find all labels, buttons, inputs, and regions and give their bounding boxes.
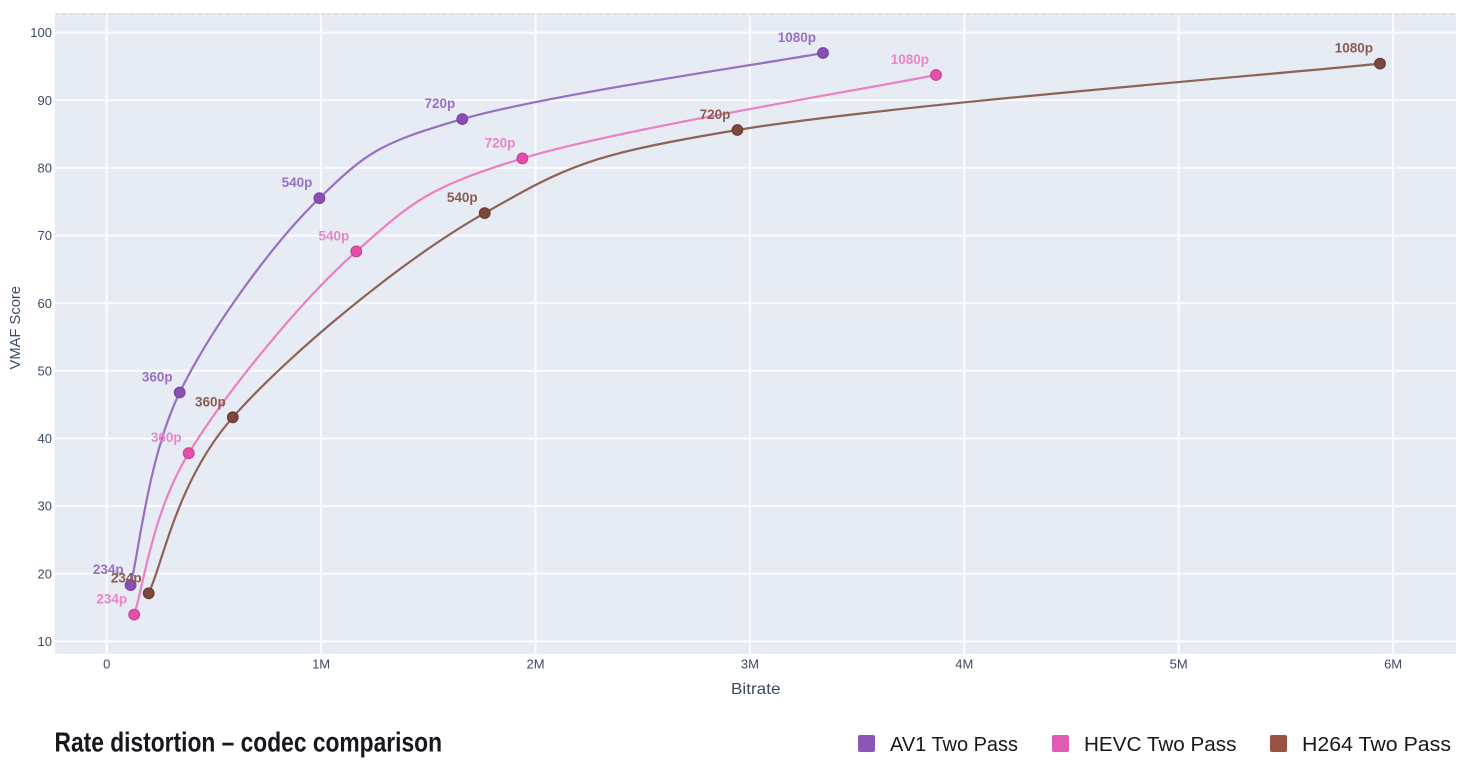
svg-text:540p: 540p [447, 190, 478, 205]
svg-text:1M: 1M [312, 656, 330, 671]
svg-text:Rate distortion – codec compar: Rate distortion – codec comparison [55, 727, 443, 758]
svg-text:H264 Two Pass: H264 Two Pass [1302, 733, 1451, 756]
svg-text:360p: 360p [151, 430, 182, 445]
svg-text:10: 10 [38, 634, 52, 649]
svg-text:1080p: 1080p [891, 52, 929, 67]
svg-text:2M: 2M [526, 656, 544, 671]
svg-text:60: 60 [38, 296, 52, 311]
svg-text:6M: 6M [1384, 656, 1402, 671]
svg-text:720p: 720p [700, 107, 731, 122]
svg-text:30: 30 [38, 499, 52, 514]
svg-text:40: 40 [38, 431, 52, 446]
svg-text:3M: 3M [741, 656, 759, 671]
svg-text:Bitrate: Bitrate [731, 681, 781, 698]
svg-text:720p: 720p [425, 96, 456, 111]
svg-text:AV1 Two Pass: AV1 Two Pass [890, 733, 1018, 756]
svg-text:5M: 5M [1170, 656, 1188, 671]
svg-text:50: 50 [38, 363, 52, 378]
svg-text:70: 70 [38, 228, 52, 243]
svg-text:80: 80 [38, 161, 52, 176]
svg-text:360p: 360p [195, 394, 226, 409]
svg-text:100: 100 [30, 25, 52, 40]
svg-text:234p: 234p [93, 562, 124, 577]
svg-text:1080p: 1080p [778, 30, 816, 45]
svg-text:234p: 234p [111, 570, 142, 585]
svg-text:VMAF Score: VMAF Score [7, 286, 24, 370]
svg-text:540p: 540p [282, 175, 313, 190]
svg-text:234p: 234p [96, 592, 127, 607]
svg-text:360p: 360p [142, 370, 173, 385]
svg-text:1080p: 1080p [1335, 41, 1373, 56]
svg-text:0: 0 [103, 656, 110, 671]
svg-text:540p: 540p [319, 228, 350, 243]
svg-text:90: 90 [38, 93, 52, 108]
svg-text:4M: 4M [955, 656, 973, 671]
svg-text:20: 20 [38, 566, 52, 581]
svg-text:HEVC Two Pass: HEVC Two Pass [1084, 733, 1237, 756]
svg-text:720p: 720p [485, 135, 516, 150]
